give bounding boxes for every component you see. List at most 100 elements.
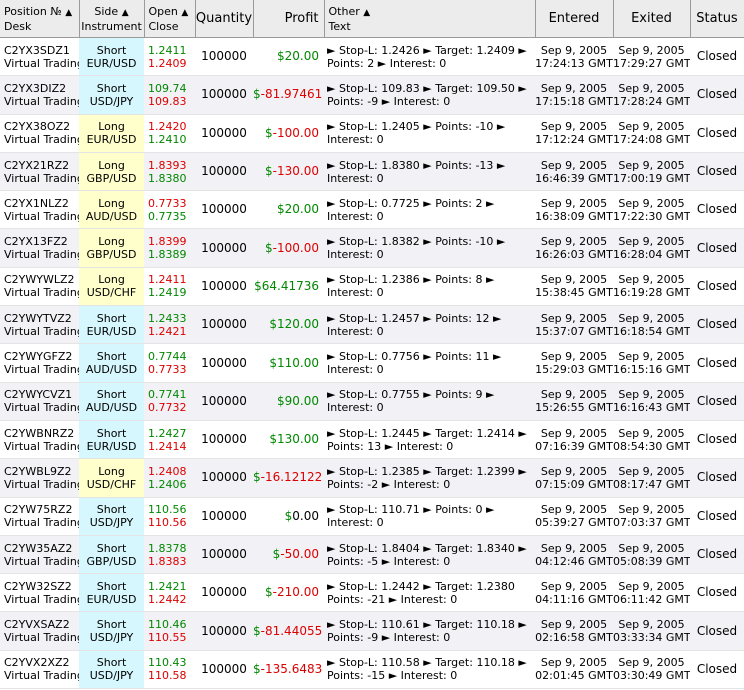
entered-date: Sep 9, 2005 [540,388,608,402]
position-cell[interactable]: C2YW75RZ2 Virtual Trading [0,497,79,536]
col-header-profit[interactable]: Profit [253,0,325,38]
other-text-cell: ► Stop-L: 1.2457 ► Points: 12 ► Interest… [324,305,535,345]
open-price: 109.74 [148,81,187,95]
entered-date: Sep 9, 2005 [540,426,608,440]
quantity-cell: 100000 [195,305,253,345]
position-cell[interactable]: C2YWYCVZ1 Virtual Trading [0,382,79,421]
desk-name: Virtual Trading [4,401,79,415]
status-cell: Closed [690,535,744,575]
table-row[interactable]: C2YWYWLZ2 Virtual Trading Long USD/CHF 1.241… [0,267,744,307]
sort-arrow-icon: ▲ [65,7,73,18]
col-header-openclose[interactable]: Open ▲ Close [144,0,196,38]
table-row[interactable]: C2YWBNRZ2 Virtual Trading Short EUR/USD 1.24… [0,420,744,460]
position-cell[interactable]: C2YVX2XZ2 Virtual Trading [0,650,79,690]
table-row[interactable]: C2YX13FZ2 Virtual Trading Long GBP/USD 1.839… [0,228,744,268]
table-row[interactable]: C2YX3DIZ2 Virtual Trading Short USD/JPY 109.… [0,75,744,115]
open-price: 1.2411 [148,273,187,287]
instrument-label: USD/JPY [89,631,134,645]
position-cell[interactable]: C2YX21RZ2 Virtual Trading [0,152,79,192]
col-header-side[interactable]: Side ▲ Instrument [79,0,145,38]
position-number[interactable]: C2YX3DIZ2 [4,81,67,95]
exited-date: Sep 9, 2005 [618,350,685,364]
open-price: 0.7744 [148,350,187,364]
table-row[interactable]: C2YWYCVZ1 Virtual Trading Short AUD/USD 0.77… [0,382,744,421]
position-cell[interactable]: C2YX3SDZ1 Virtual Trading [0,37,79,77]
exited-date: Sep 9, 2005 [618,196,685,210]
col-header-status[interactable]: Status [690,0,744,38]
position-cell[interactable]: C2YWBNRZ2 Virtual Trading [0,420,79,460]
position-number[interactable]: C2YW75RZ2 [4,503,73,517]
position-number[interactable]: C2YVXSAZ2 [4,618,70,632]
other-text-cell: ► Stop-L: 109.83 ► Target: 109.50 ► Poin… [324,75,535,115]
open-price: 0.7741 [148,388,187,402]
table-row[interactable]: C2YW35AZ2 Virtual Trading Short GBP/USD 1.83… [0,535,744,575]
status-cell: Closed [690,305,744,345]
position-cell[interactable]: C2YW32SZ2 Virtual Trading [0,573,79,613]
instrument-label: USD/JPY [89,516,134,530]
position-number[interactable]: C2YX13FZ2 [4,235,68,249]
other-text-cell: ► Stop-L: 110.71 ► Points: 0 ► Interest:… [324,497,535,536]
table-row[interactable]: C2YX3SDZ1 Virtual Trading Short EUR/USD 1.24… [0,37,744,77]
profit-cell: $20.00 [253,37,324,77]
position-cell[interactable]: C2YX3DIZ2 Virtual Trading [0,75,79,115]
side-cell: Long GBP/USD [79,152,144,192]
side-cell: Long AUD/USD [79,190,144,230]
status-cell: Closed [690,573,744,613]
position-number[interactable]: C2YWYCVZ1 [4,388,73,402]
position-cell[interactable]: C2YWYGFZ2 Virtual Trading [0,343,79,383]
position-number[interactable]: C2YX38OZ2 [4,120,71,134]
table-row[interactable]: C2YW32SZ2 Virtual Trading Short EUR/USD 1.24… [0,573,744,613]
table-row[interactable]: C2YX21RZ2 Virtual Trading Long GBP/USD 1.839… [0,152,744,192]
position-number[interactable]: C2YWBNRZ2 [4,426,75,440]
table-row[interactable]: C2YWYTVZ2 Virtual Trading Short EUR/USD 1.24… [0,305,744,345]
col-header-position[interactable]: Position № ▲ Desk [0,0,80,38]
status-cell: Closed [690,75,744,115]
table-row[interactable]: C2YWBL9Z2 Virtual Trading Long USD/CHF 1.240… [0,458,744,498]
table-row[interactable]: C2YVX2XZ2 Virtual Trading Short USD/JPY 110.… [0,650,744,690]
col-header-quantity[interactable]: Quantity [195,0,254,38]
position-cell[interactable]: C2YX38OZ2 Virtual Trading [0,114,79,153]
entered-cell: Sep 9, 2005 16:46:39 GMT [535,152,613,192]
position-number[interactable]: C2YWYGFZ2 [4,350,73,364]
position-number[interactable]: C2YWYTVZ2 [4,311,72,325]
other-text-cell: ► Stop-L: 0.7755 ► Points: 9 ► Interest:… [324,382,535,421]
desk-name: Virtual Trading [4,133,79,147]
table-row[interactable]: C2YX38OZ2 Virtual Trading Long EUR/USD 1.242… [0,114,744,153]
entered-cell: Sep 9, 2005 04:12:46 GMT [535,535,613,575]
position-number[interactable]: C2YW32SZ2 [4,579,72,593]
open-close-cell: 1.8378 1.8383 [144,535,195,575]
position-number[interactable]: C2YX21RZ2 [4,158,70,172]
position-number[interactable]: C2YW35AZ2 [4,541,73,555]
position-number[interactable]: C2YVX2XZ2 [4,656,70,670]
table-row[interactable]: C2YVXSAZ2 Virtual Trading Short USD/JPY 110.… [0,611,744,651]
position-cell[interactable]: C2YWBL9Z2 Virtual Trading [0,458,79,498]
position-cell[interactable]: C2YVXSAZ2 Virtual Trading [0,611,79,651]
profit-value: 64.41736 [261,278,319,293]
entered-time: 07:16:39 GMT [535,439,613,453]
side-cell: Short USD/JPY [79,611,144,651]
col-header-exited[interactable]: Exited [613,0,691,38]
exited-cell: Sep 9, 2005 16:15:16 GMT [613,343,690,383]
table-row[interactable]: C2YWYGFZ2 Virtual Trading Short AUD/USD 0.77… [0,343,744,383]
table-row[interactable]: C2YX1NLZ2 Virtual Trading Long AUD/USD 0.773… [0,190,744,230]
entered-time: 16:46:39 GMT [535,171,613,185]
col-header-other[interactable]: Other ▲ Text [324,0,536,38]
entered-cell: Sep 9, 2005 15:29:03 GMT [535,343,613,383]
close-price: 1.8389 [148,248,187,262]
position-number[interactable]: C2YWBL9Z2 [4,464,72,478]
position-cell[interactable]: C2YWYWLZ2 Virtual Trading [0,267,79,307]
position-cell[interactable]: C2YX13FZ2 Virtual Trading [0,228,79,268]
position-cell[interactable]: C2YW35AZ2 Virtual Trading [0,535,79,575]
position-number[interactable]: C2YX3SDZ1 [4,43,70,57]
position-cell[interactable]: C2YX1NLZ2 Virtual Trading [0,190,79,230]
other-text-cell: ► Stop-L: 1.2442 ► Target: 1.2380 Points… [324,573,535,613]
position-cell[interactable]: C2YWYTVZ2 Virtual Trading [0,305,79,345]
currency-symbol: $ [277,49,285,64]
table-row[interactable]: C2YW75RZ2 Virtual Trading Short USD/JPY 110.… [0,497,744,536]
side-cell: Short EUR/USD [79,573,144,613]
col-header-entered[interactable]: Entered [535,0,614,38]
open-close-cell: 1.2408 1.2406 [144,458,195,498]
position-number[interactable]: C2YX1NLZ2 [4,196,69,210]
exited-date: Sep 9, 2005 [618,579,685,593]
position-number[interactable]: C2YWYWLZ2 [4,273,75,287]
